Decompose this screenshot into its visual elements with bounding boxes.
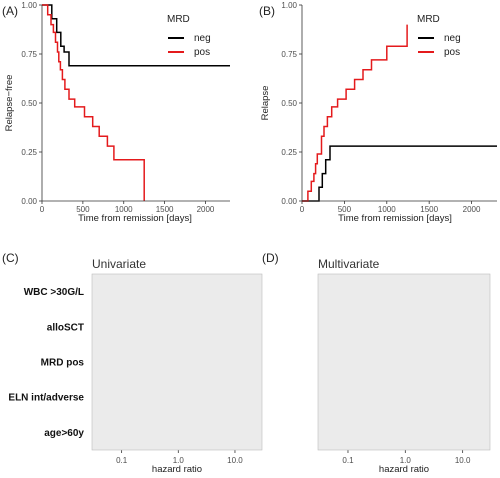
panel-c-x-tick-label: 0.1 [116,456,128,465]
panel-b-y-tick-label: 0.00 [281,197,297,206]
panel-a-legend-label-pos: pos [194,47,210,58]
panel-a-x-tick-label: 0 [40,205,45,214]
panel-c-x-ticks: 0.1 1.0 10.0 [116,450,243,465]
panel-d-x-tick-label: 0.1 [342,456,354,465]
panel-b-y-tick-label: 0.75 [281,50,297,59]
panel-c-title: Univariate [92,257,146,271]
panel-b-curve-neg [302,145,497,202]
panel-b-x-tick-label: 0 [300,205,305,214]
panel-a-y-ticks: 0.00 0.25 0.50 0.75 1.00 [21,1,42,206]
panel-d-plot-area [317,273,491,451]
panel-b-y-ticks: 0.00 0.25 0.50 0.75 1.00 [281,1,302,206]
panel-b-x-tick-label: 1000 [378,205,396,214]
panel-a-y-tick-label: 0.50 [21,99,37,108]
panel-a-x-tick-label: 1500 [156,205,174,214]
panel-a-x-tick-label: 2000 [197,205,215,214]
panel-d-x-axis-label: hazard ratio [379,464,429,475]
panel-a-x-tick-label: 1000 [115,205,133,214]
panel-c-plot-area [91,273,263,451]
panel-a-curve-neg [42,4,230,67]
panel-c-x-axis-label: hazard ratio [152,464,202,475]
panel-b-y-tick-label: 0.25 [281,148,297,157]
panel-c-row-label: alloSCT [47,322,84,333]
panel-b-y-tick-label: 0.50 [281,99,297,108]
panel-c-x-tick-label: 10.0 [227,456,243,465]
panel-a-y-tick-label: 1.00 [21,1,37,10]
panel-a-curve-pos [42,4,145,201]
panel-d-x-tick-label: 1.0 [400,456,412,465]
panel-c-row-label: MRD pos [41,358,85,369]
panel-d-x-ticks: 0.1 1.0 10.0 [342,450,471,465]
panel-d-x-tick-label: 10.0 [455,456,471,465]
panel-b-x-tick-label: 500 [338,205,352,214]
panel-c-x-tick-label: 1.0 [173,456,185,465]
panel-a-x-ticks: 0 500 1000 1500 2000 [40,201,215,214]
panel-a-tag: (A) [2,4,18,18]
panel-b-cumulative-incidence: (B) Relapse Time from remission [days] 0… [259,1,497,224]
panel-b-legend-label-neg: neg [444,33,461,44]
panel-d-title: Multivariate [318,257,380,271]
panel-b-legend-title: MRD [417,14,440,25]
panel-a-curves [42,4,230,201]
panel-a-x-axis-label: Time from remission [days] [78,213,192,224]
panel-c-row-label: WBC >30G/L [24,287,84,298]
panel-b-tag: (B) [259,4,275,18]
panel-c-row-labels: WBC >30G/L alloSCT MRD pos ELN int/adverse a… [8,287,84,439]
panel-b-x-tick-label: 1500 [420,205,438,214]
panel-b-legend: MRD neg pos [417,14,461,58]
panel-b-curves [302,24,497,202]
panel-c-forest-univariate: (C) Univariate hazard ratio 0.1 1.0 10.0 W… [2,251,263,475]
panel-a-kaplan-meier: (A) Relapse−free Time from remission [da… [2,1,230,224]
panel-a-legend: MRD neg pos [167,14,211,58]
panel-a-y-tick-label: 0.25 [21,148,37,157]
panel-a-x-tick-label: 500 [76,205,90,214]
panel-b-x-tick-label: 2000 [463,205,481,214]
panel-b-x-axis-label: Time from remission [days] [338,213,452,224]
panel-a-legend-title: MRD [167,14,190,25]
panel-a-y-axis-label: Relapse−free [4,75,15,132]
panel-a-y-tick-label: 0.75 [21,50,37,59]
panel-b-y-axis-label: Relapse [260,86,271,121]
panel-c-row-label: ELN int/adverse [8,393,84,404]
panel-b-legend-label-pos: pos [444,47,460,58]
panel-b-y-tick-label: 1.00 [281,1,297,10]
panel-b-x-ticks: 0 500 1000 1500 2000 [300,201,481,214]
panel-d-forest-multivariate: (D) Multivariate hazard ratio 0.1 1.0 10.0 [262,251,491,475]
panel-b-curve-pos [302,24,408,202]
panel-d-tag: (D) [262,251,279,265]
panel-c-tag: (C) [2,251,19,265]
panel-a-legend-label-neg: neg [194,33,211,44]
panel-a-y-tick-label: 0.00 [21,197,37,206]
panel-c-row-label: age>60y [44,428,84,439]
